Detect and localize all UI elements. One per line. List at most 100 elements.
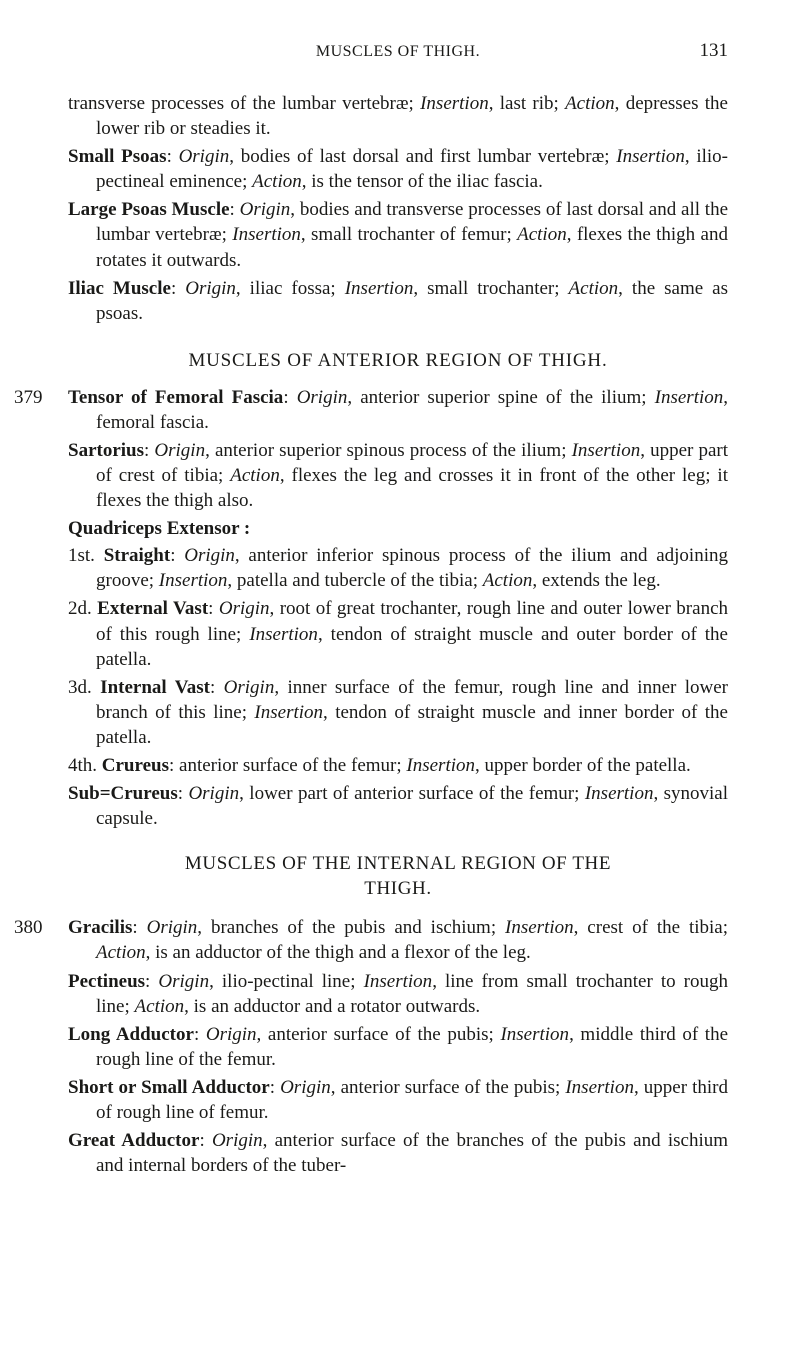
- text: , is an adductor and a rotator outwards.: [184, 996, 480, 1017]
- term-insertion: Insertion: [585, 783, 654, 804]
- term-origin: Origin: [280, 1077, 331, 1098]
- term-origin: Origin: [219, 598, 270, 619]
- text: :: [132, 917, 146, 938]
- term-insertion: Insertion: [505, 917, 574, 938]
- text: :: [145, 971, 158, 992]
- term-action: Action: [230, 465, 280, 486]
- entry-heading: Internal Vast: [100, 677, 210, 698]
- term-insertion: Insertion: [655, 387, 724, 408]
- term-insertion: Insertion: [420, 93, 489, 114]
- short-adductor-entry: Short or Small Adductor: Origin, anterio…: [68, 1075, 728, 1125]
- entry-heading: Sub=Crureus: [68, 783, 178, 804]
- entry-heading: External Vast: [97, 598, 208, 619]
- term-origin: Origin: [158, 971, 209, 992]
- term-origin: Origin: [224, 677, 275, 698]
- text: , last rib;: [489, 93, 565, 114]
- term-insertion: Insertion: [345, 278, 414, 299]
- text: :: [230, 199, 240, 220]
- internal-vast-entry: 3d. Internal Vast: Origin, inner surface…: [68, 675, 728, 750]
- entry-heading: Tensor of Femoral Fascia: [68, 387, 283, 408]
- entry-heading: Sartorius: [68, 440, 144, 461]
- entry-heading: Pectineus: [68, 971, 145, 992]
- entry-heading: Crureus: [102, 755, 169, 776]
- heading-line-1: MUSCLES OF THE INTERNAL REGION OF THE: [185, 853, 611, 874]
- entry-heading: Short or Small Adductor: [68, 1077, 270, 1098]
- term-origin: Origin: [154, 440, 205, 461]
- entry-heading: Long Adductor: [68, 1024, 194, 1045]
- text: :: [171, 278, 185, 299]
- text: :: [270, 1077, 280, 1098]
- external-vast-entry: 2d. External Vast: Origin, root of great…: [68, 596, 728, 671]
- term-origin: Origin: [147, 917, 198, 938]
- term-insertion: Insertion: [364, 971, 433, 992]
- entry-heading: Straight: [104, 545, 171, 566]
- term-insertion: Insertion: [500, 1024, 569, 1045]
- text: :: [283, 387, 296, 408]
- long-adductor-entry: Long Adductor: Origin, anterior surface …: [68, 1022, 728, 1072]
- term-insertion: Insertion: [254, 702, 323, 723]
- term-origin: Origin: [188, 783, 239, 804]
- running-title: MUSCLES OF THIGH.: [116, 41, 680, 62]
- entry-heading: Quadriceps Extensor :: [68, 518, 250, 539]
- heading-line-2: THIGH.: [364, 878, 431, 899]
- text: :: [208, 598, 219, 619]
- quadriceps-heading: Quadriceps Extensor :: [68, 516, 728, 541]
- term-origin: Origin: [297, 387, 348, 408]
- entry-number: 379: [14, 385, 43, 410]
- term-origin: Origin: [206, 1024, 257, 1045]
- term-origin: Origin: [185, 278, 236, 299]
- text: , small trochanter of femur;: [301, 224, 517, 245]
- crureus-entry: 4th. Crureus: anterior surface of the fe…: [68, 753, 728, 778]
- text: :: [167, 146, 179, 167]
- text: , upper border of the patella.: [475, 755, 691, 776]
- entry-heading: Gracilis: [68, 917, 132, 938]
- term-action: Action: [96, 942, 146, 963]
- straight-entry: 1st. Straight: Origin, anterior inferior…: [68, 543, 728, 593]
- text: :: [210, 677, 224, 698]
- large-psoas-entry: Large Psoas Muscle: Origin, bodies and t…: [68, 197, 728, 272]
- entry-heading: Large Psoas Muscle: [68, 199, 230, 220]
- entry-heading: Small Psoas: [68, 146, 167, 167]
- page-number: 131: [680, 38, 728, 63]
- term-action: Action: [252, 171, 302, 192]
- text: , anterior superior spinous process of t…: [205, 440, 572, 461]
- text: , lower part of anterior surface of the …: [239, 783, 585, 804]
- carryover-paragraph: transverse processes of the lumbar verte…: [68, 91, 728, 141]
- term-action: Action: [569, 278, 619, 299]
- subcrureus-entry: Sub=Crureus: Origin, lower part of anter…: [68, 781, 728, 831]
- text: :: [194, 1024, 206, 1045]
- text: transverse processes of the lumbar verte…: [68, 93, 420, 114]
- ordinal: 4th.: [68, 755, 102, 776]
- term-insertion: Insertion: [232, 224, 301, 245]
- text: , anterior surface of the pubis;: [331, 1077, 566, 1098]
- term-action: Action: [565, 93, 615, 114]
- term-insertion: Insertion: [406, 755, 475, 776]
- term-action: Action: [517, 224, 567, 245]
- iliac-entry: Iliac Muscle: Origin, iliac fossa; Inser…: [68, 276, 728, 326]
- text: , anterior surface of the pubis;: [257, 1024, 501, 1045]
- text: :: [178, 783, 189, 804]
- running-head: MUSCLES OF THIGH. 131: [68, 38, 728, 63]
- pectineus-entry: Pectineus: Origin, ilio-pectinal line; I…: [68, 969, 728, 1019]
- entry-heading: Great Adductor: [68, 1130, 199, 1151]
- text: , is the tensor of the iliac fascia.: [302, 171, 543, 192]
- term-insertion: Insertion: [159, 570, 228, 591]
- entry-heading: Iliac Muscle: [68, 278, 171, 299]
- term-insertion: Insertion: [249, 624, 318, 645]
- ordinal: 3d.: [68, 677, 100, 698]
- term-insertion: Insertion: [616, 146, 685, 167]
- text: , patella and tubercle of the tibia;: [227, 570, 482, 591]
- text: , small trochanter;: [413, 278, 568, 299]
- term-insertion: Insertion: [565, 1077, 634, 1098]
- gracilis-entry: Gracilis: Origin, branches of the pubis …: [68, 915, 728, 965]
- term-origin: Origin: [240, 199, 291, 220]
- text: :: [170, 545, 184, 566]
- text: , ilio-pectinal line;: [209, 971, 364, 992]
- entry-number: 380: [14, 915, 43, 940]
- entry-block-379: 379 Tensor of Femoral Fascia: Origin, an…: [68, 385, 728, 831]
- text: :: [144, 440, 154, 461]
- tensor-entry: Tensor of Femoral Fascia: Origin, anteri…: [68, 385, 728, 435]
- ordinal: 2d.: [68, 598, 97, 619]
- ordinal: 1st.: [68, 545, 104, 566]
- term-origin: Origin: [212, 1130, 263, 1151]
